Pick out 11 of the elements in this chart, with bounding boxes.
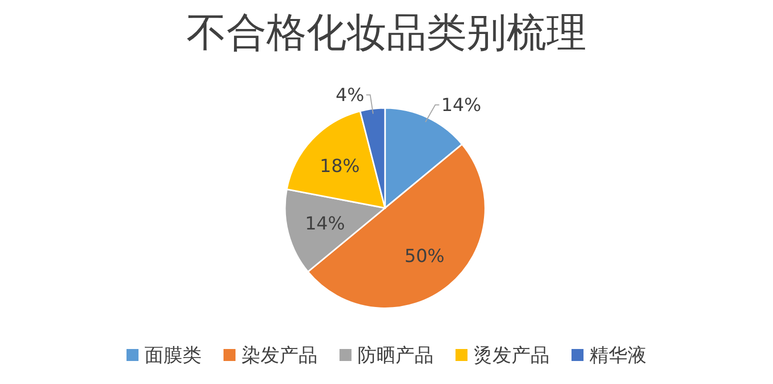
data-label: 14%: [441, 95, 482, 116]
data-label: 14%: [304, 214, 345, 235]
data-label: 50%: [404, 246, 445, 268]
legend-label: 防晒产品: [358, 344, 434, 367]
legend-label: 烫发产品: [474, 344, 550, 367]
data-label: 4%: [336, 85, 364, 106]
data-label: 18%: [320, 156, 360, 177]
legend-label: 面膜类: [144, 344, 202, 367]
chart-title: 不合格化妆品类别梳理: [186, 10, 586, 56]
legend-label: 精华液: [590, 344, 646, 367]
legend-label: 染发产品: [242, 344, 318, 367]
